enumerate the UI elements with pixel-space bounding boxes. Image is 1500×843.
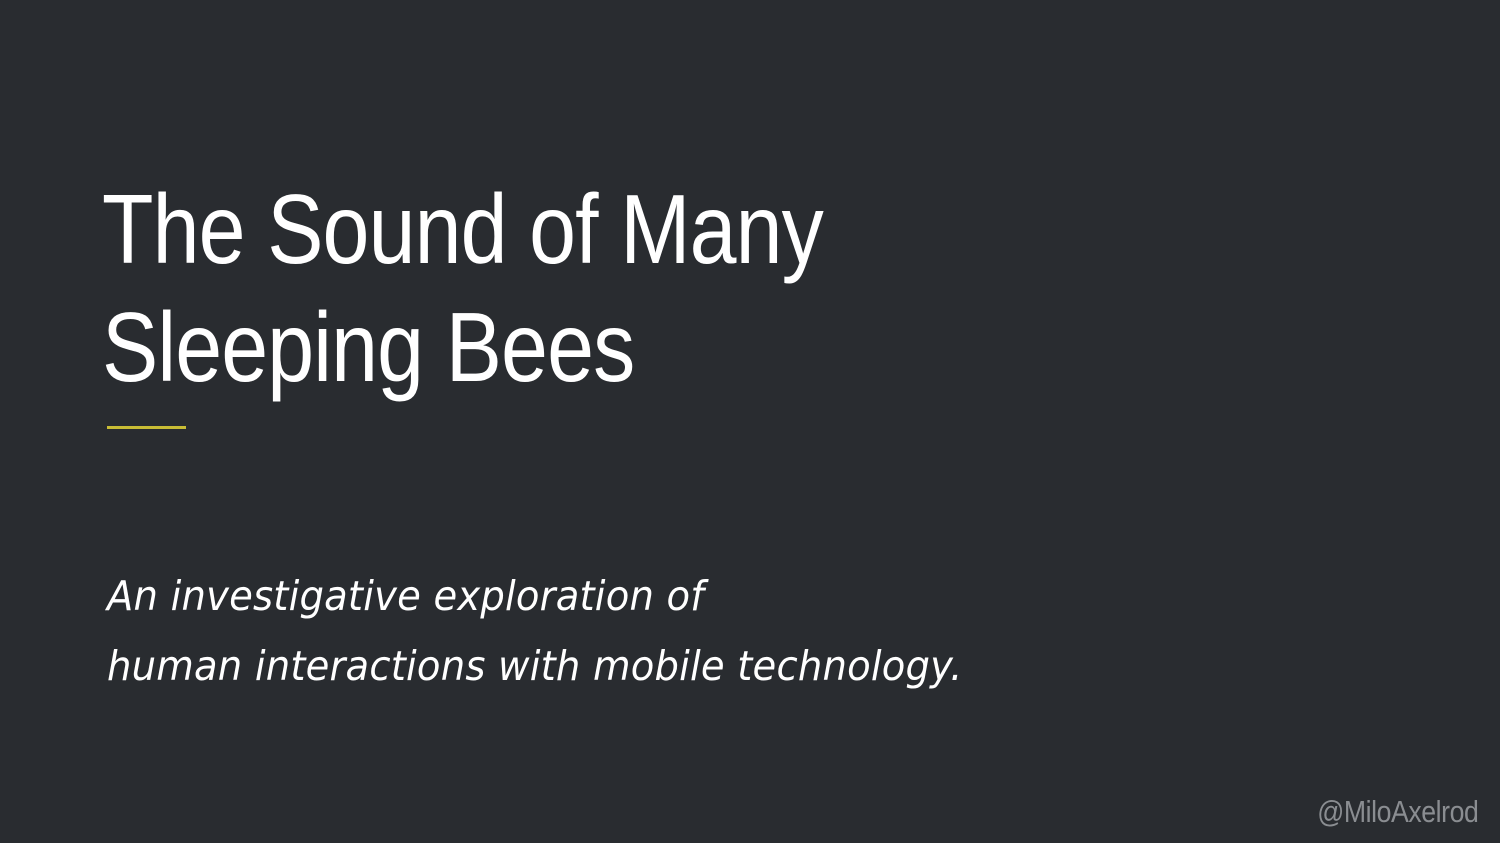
slide-subtitle: An investigative exploration of human in… — [107, 561, 963, 701]
slide-title-line: The Sound of Many — [102, 174, 824, 284]
author-handle: @MiloAxelrod — [1316, 794, 1479, 829]
accent-divider — [107, 426, 186, 429]
slide-title: The Sound of Many Sleeping Bees — [102, 170, 962, 406]
slide-subtitle-line: An investigative exploration of — [107, 572, 705, 620]
slide-subtitle-line: human interactions with mobile technolog… — [107, 642, 963, 690]
slide-title-line: Sleeping Bees — [102, 292, 635, 402]
